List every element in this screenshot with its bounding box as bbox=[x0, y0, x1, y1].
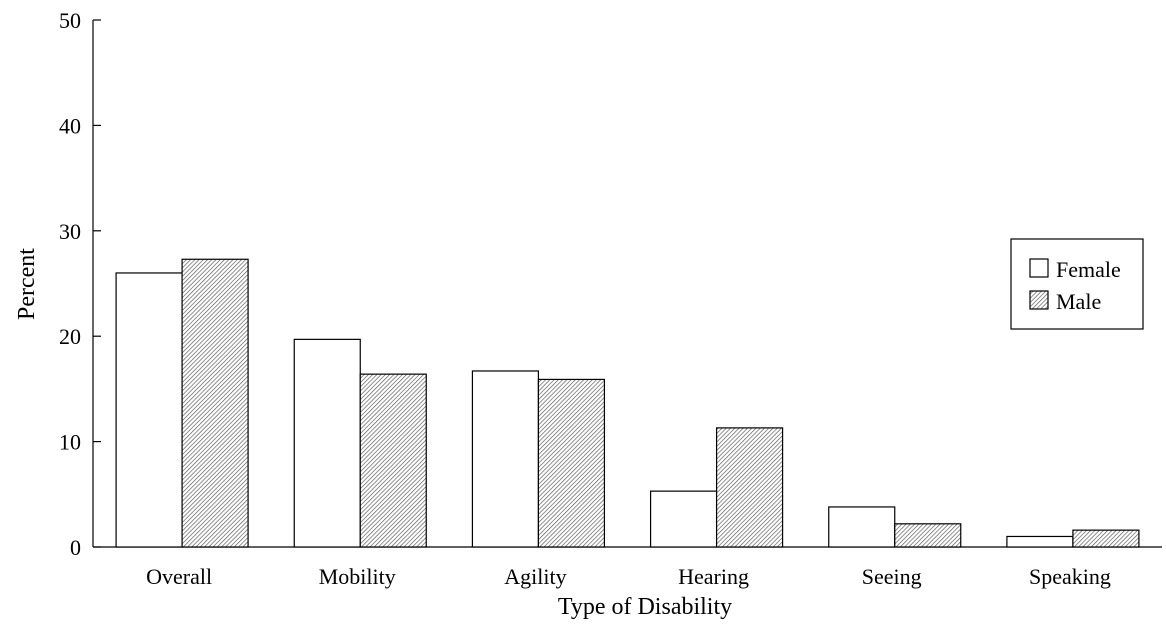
x-tick-label: Agility bbox=[504, 564, 566, 589]
y-tick-label: 0 bbox=[70, 535, 81, 560]
bar-male-overall bbox=[181, 258, 249, 548]
bar-male-seeing bbox=[894, 523, 962, 548]
legend-label-female: Female bbox=[1056, 257, 1121, 282]
y-axis-title: Percent bbox=[14, 248, 40, 320]
bar-female-hearing bbox=[649, 490, 718, 548]
legend: Female Male bbox=[1010, 238, 1144, 330]
bars bbox=[115, 258, 1140, 548]
y-tick-label: 40 bbox=[59, 113, 81, 138]
y-tick-label: 30 bbox=[59, 219, 81, 244]
x-tick-label: Hearing bbox=[678, 564, 749, 589]
x-axis-title: Type of Disability bbox=[558, 594, 732, 620]
x-tick-label: Seeing bbox=[862, 564, 922, 589]
bar-female-overall bbox=[115, 272, 183, 548]
bar-female-mobility bbox=[293, 338, 361, 548]
y-axis: 0 10 20 30 40 50 bbox=[59, 8, 101, 560]
bar-female-speaking bbox=[1006, 535, 1074, 548]
y-tick-label: 50 bbox=[59, 8, 81, 33]
x-axis: Overall Mobility Agility Hearing Seeing Speak… bbox=[93, 546, 1162, 589]
legend-swatch-male bbox=[1029, 290, 1049, 310]
y-tick-label: 10 bbox=[59, 430, 81, 455]
legend-box bbox=[1010, 238, 1144, 330]
x-tick-label: Speaking bbox=[1029, 564, 1111, 589]
bar-male-agility bbox=[537, 378, 606, 548]
legend-swatch-female bbox=[1029, 258, 1049, 278]
bar-female-agility bbox=[471, 370, 540, 548]
bar-male-mobility bbox=[359, 373, 427, 548]
x-tick-label: Overall bbox=[146, 564, 212, 589]
legend-label-male: Male bbox=[1056, 289, 1101, 314]
bar-male-hearing bbox=[715, 427, 784, 548]
bar-female-seeing bbox=[828, 506, 896, 548]
y-tick-label: 20 bbox=[59, 324, 81, 349]
bar-male-speaking bbox=[1072, 529, 1140, 548]
x-tick-label: Mobility bbox=[319, 564, 396, 589]
